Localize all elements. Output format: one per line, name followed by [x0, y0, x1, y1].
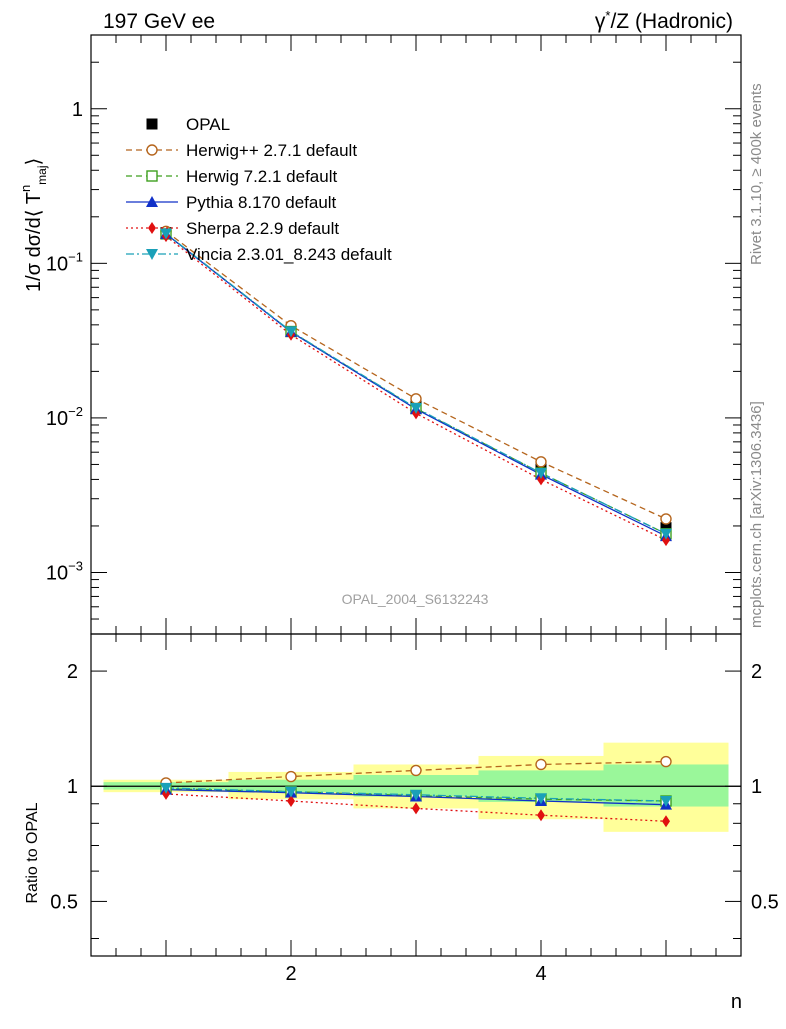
main-series-point	[537, 473, 545, 486]
header-right: γ*/Z (Hadronic)	[595, 8, 733, 33]
ratio-y-tick-label-left: 2	[67, 661, 78, 683]
ratio-series-point	[410, 789, 422, 801]
main-series-line	[165, 235, 667, 541]
main-y-tick-label: 1	[72, 99, 83, 121]
ratio-series-point	[160, 782, 172, 794]
ratio-series-point	[285, 786, 297, 798]
main-y-label-end: ⟩	[23, 158, 45, 166]
main-y-tick-label: 10−2	[46, 404, 83, 430]
ratio-series-point	[535, 793, 547, 805]
main-y-tick-exp: −1	[68, 249, 83, 264]
main-series-point	[410, 393, 422, 405]
main-y-tick-label: 10−1	[46, 249, 83, 275]
ratio-y-tick-label-left: 0.5	[50, 891, 78, 913]
ratio-series-point	[287, 795, 295, 808]
legend-marker	[148, 222, 156, 234]
main-series-line	[165, 233, 667, 537]
main-series-line	[165, 233, 667, 535]
ratio-series-point	[660, 796, 672, 808]
ratio-y-tick-label-right: 0.5	[751, 891, 779, 913]
header-right-sup: *	[605, 8, 610, 23]
main-y-tick-base: 10	[46, 408, 68, 430]
main-series-point	[160, 228, 172, 240]
data-point	[660, 522, 672, 534]
legend-marker	[146, 118, 158, 130]
main-y-tick-base: 10	[46, 562, 68, 584]
ratio-series-point	[410, 764, 422, 777]
main-y-axis-label: 1/σ dσ/d⟨ Tnmaj⟩	[18, 158, 49, 292]
ratio-series-line	[165, 787, 667, 802]
ratio-series-point	[285, 770, 297, 783]
main-y-tick-label: 10−3	[46, 558, 83, 584]
ratio-y-tick-label-right: 1	[751, 776, 762, 798]
main-y-label-sup: n	[18, 185, 33, 192]
ratio-series-point	[660, 755, 672, 768]
ratio-series-point	[412, 802, 420, 815]
legend-label: Herwig 7.2.1 default	[186, 167, 337, 186]
legend-label: Pythia 8.170 default	[186, 193, 337, 212]
rivet-label: Rivet 3.1.10, ≥ 400k events	[748, 83, 765, 265]
main-series-line	[165, 232, 667, 535]
main-series-point	[285, 326, 297, 338]
legend: OPAL Herwig++ 2.7.1 default Herwig 7.2.1 d…	[126, 115, 392, 264]
legend-marker	[146, 170, 158, 182]
legend-label: OPAL	[186, 115, 230, 134]
header-left: 197 GeV ee	[103, 10, 215, 33]
header-right-prefix: γ	[595, 10, 606, 33]
main-series-line	[165, 230, 667, 520]
main-series-point	[535, 468, 547, 480]
legend-label: Vincia 2.3.01_8.243 default	[186, 245, 392, 264]
legend-label: Herwig++ 2.7.1 default	[186, 141, 357, 160]
main-series-point	[660, 513, 672, 525]
watermark-label: OPAL_2004_S6132243	[342, 591, 489, 607]
mcplots-label: mcplots.cern.ch [arXiv:1306.3436]	[748, 401, 765, 628]
ratio-series-point	[662, 815, 670, 828]
legend-marker	[146, 196, 158, 207]
ratio-series-point	[535, 758, 547, 771]
x-tick-label: 2	[285, 963, 296, 985]
legend-marker	[146, 144, 158, 156]
ratio-y-axis-label: Ratio to OPAL	[24, 802, 41, 903]
ratio-y-tick-label-right: 2	[751, 661, 762, 683]
main-y-label-text: 1/σ dσ/d⟨ T	[23, 192, 45, 292]
ratio-y-tick-label-left: 1	[67, 776, 78, 798]
main-y-label-sub: maj	[35, 165, 49, 184]
main-series-point	[410, 402, 422, 414]
main-series-point	[662, 534, 670, 547]
main-y-tick-exp: −2	[68, 404, 83, 419]
legend-marker	[146, 249, 158, 260]
main-y-tick-exp: −3	[68, 558, 83, 573]
ratio-panel: 2 2 1 1 0.5 0.5 2 4	[50, 633, 779, 985]
main-y-tick-base: 10	[46, 253, 68, 275]
header-right-suffix: /Z (Hadronic)	[610, 10, 733, 33]
x-tick-label: 4	[535, 963, 546, 985]
main-panel: 110−110−210−3	[46, 34, 742, 635]
ratio-series-point	[537, 809, 545, 822]
legend-label: Sherpa 2.2.9 default	[186, 219, 339, 238]
main-y-tick-base: 1	[72, 99, 83, 121]
main-series-point	[660, 528, 672, 540]
x-axis-label: n	[731, 991, 742, 1013]
main-series-point	[535, 456, 547, 468]
